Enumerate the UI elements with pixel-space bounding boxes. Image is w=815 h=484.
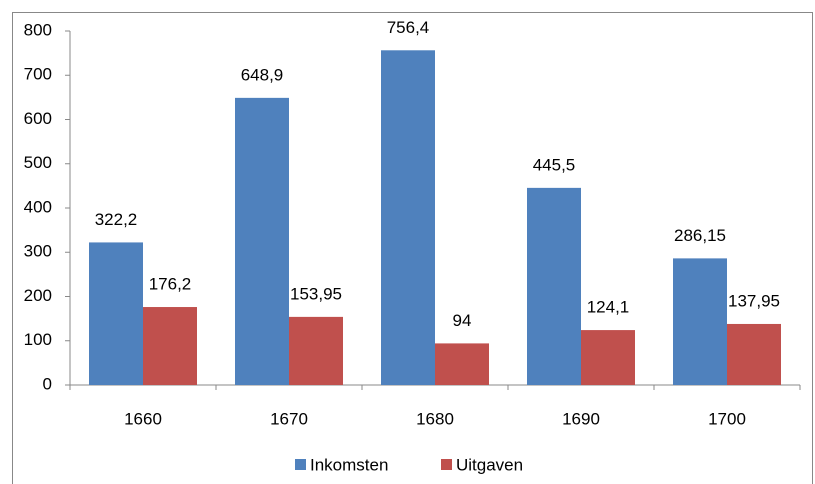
data-label: 286,15 — [674, 226, 726, 245]
data-label: 648,9 — [241, 65, 284, 84]
bar — [673, 258, 727, 385]
y-tick-label: 800 — [24, 20, 52, 39]
legend-label: Inkomsten — [310, 455, 388, 474]
legend-swatch — [295, 459, 306, 470]
data-label: 124,1 — [587, 298, 630, 317]
data-label: 445,5 — [533, 155, 576, 174]
bar — [727, 323, 781, 385]
bar — [581, 330, 635, 385]
x-tick-label: 1670 — [270, 409, 308, 428]
data-label: 176,2 — [149, 275, 192, 294]
data-label: 756,4 — [387, 18, 430, 37]
bar — [235, 97, 289, 385]
legend-label: Uitgaven — [456, 455, 523, 474]
y-tick-label: 600 — [24, 109, 52, 128]
data-label: 137,95 — [728, 291, 780, 310]
data-label: 94 — [453, 311, 472, 330]
bar — [289, 316, 343, 385]
legend-swatch — [441, 459, 452, 470]
y-tick-label: 0 — [43, 374, 52, 393]
data-label: 153,95 — [290, 284, 342, 303]
y-tick-label: 700 — [24, 65, 52, 84]
x-tick-label: 1680 — [416, 409, 454, 428]
y-tick-label: 100 — [24, 330, 52, 349]
bar — [435, 343, 489, 385]
x-tick-label: 1700 — [708, 409, 746, 428]
x-tick-label: 1660 — [124, 409, 162, 428]
bar — [527, 187, 581, 385]
y-tick-label: 200 — [24, 286, 52, 305]
y-tick-label: 500 — [24, 153, 52, 172]
y-tick-label: 300 — [24, 242, 52, 261]
x-tick-label: 1690 — [562, 409, 600, 428]
data-label: 322,2 — [95, 210, 138, 229]
bar — [381, 50, 435, 385]
y-tick-label: 400 — [24, 197, 52, 216]
bar — [89, 242, 143, 385]
bar — [143, 307, 197, 385]
